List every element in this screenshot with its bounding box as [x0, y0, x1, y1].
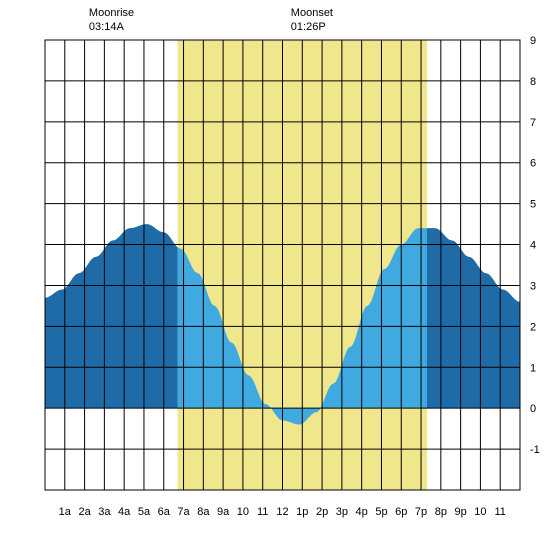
chart-svg: -101234567891a2a3a4a5a6a7a8a9a1011121p2p… [0, 0, 550, 550]
svg-text:11: 11 [494, 506, 505, 518]
svg-text:5p: 5p [375, 506, 387, 518]
svg-text:4p: 4p [356, 506, 368, 518]
svg-text:3p: 3p [336, 506, 348, 518]
moonset-label: Moonset [291, 6, 333, 20]
svg-text:2a: 2a [78, 506, 91, 518]
svg-text:4a: 4a [118, 506, 131, 518]
svg-text:11: 11 [257, 506, 268, 518]
svg-text:7p: 7p [415, 506, 427, 518]
svg-text:10: 10 [474, 506, 486, 518]
svg-text:5a: 5a [138, 506, 151, 518]
moonrise-label: Moonrise [89, 6, 134, 20]
svg-text:9: 9 [530, 35, 536, 47]
svg-text:9a: 9a [217, 506, 230, 518]
svg-text:-1: -1 [530, 444, 540, 456]
svg-text:1p: 1p [296, 506, 308, 518]
svg-text:9p: 9p [455, 506, 467, 518]
svg-text:12: 12 [276, 506, 288, 518]
svg-text:5: 5 [530, 199, 536, 211]
svg-text:7a: 7a [177, 506, 190, 518]
svg-text:4: 4 [530, 240, 536, 252]
moonset-annotation: Moonset 01:26P [291, 6, 333, 35]
svg-text:2p: 2p [316, 506, 328, 518]
svg-text:3a: 3a [98, 506, 111, 518]
svg-text:6a: 6a [158, 506, 171, 518]
svg-text:2: 2 [530, 321, 536, 333]
svg-text:10: 10 [237, 506, 249, 518]
svg-text:8a: 8a [197, 506, 210, 518]
svg-text:0: 0 [530, 403, 536, 415]
svg-text:1: 1 [530, 362, 536, 374]
svg-text:6p: 6p [395, 506, 407, 518]
svg-text:7: 7 [530, 117, 536, 129]
moonrise-time: 03:14A [89, 20, 134, 34]
svg-text:8p: 8p [435, 506, 447, 518]
svg-text:6: 6 [530, 158, 536, 170]
svg-text:8: 8 [530, 76, 536, 88]
svg-text:1a: 1a [59, 506, 72, 518]
moonset-time: 01:26P [291, 20, 333, 34]
svg-text:3: 3 [530, 280, 536, 292]
moonrise-annotation: Moonrise 03:14A [89, 6, 134, 35]
tide-chart: Moonrise 03:14A Moonset 01:26P -10123456… [0, 0, 550, 550]
